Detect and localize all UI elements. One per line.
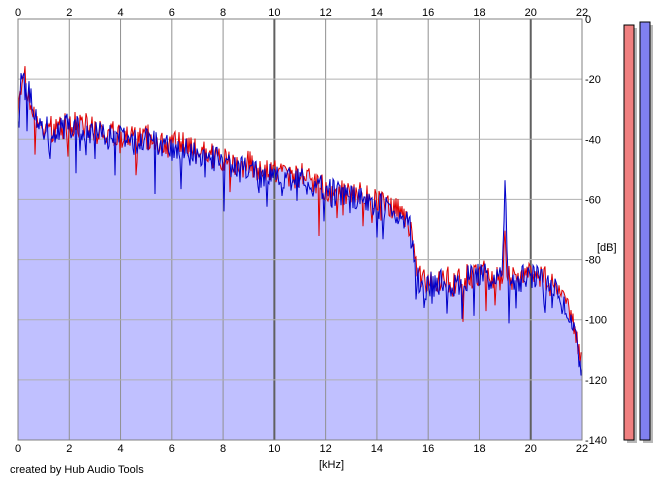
x-tick-label-bottom: 6 xyxy=(169,443,175,455)
series-line-right xyxy=(17,72,583,376)
x-tick-labels-bottom: 0 2 4 6 8 10 12 14 16 18 20 22 xyxy=(15,443,588,455)
footer-credit: created by Hub Audio Tools xyxy=(10,464,144,476)
y-tick-label: -80 xyxy=(585,255,601,267)
x-tick-label-top: 16 xyxy=(422,7,434,19)
y-tick-label: 0 xyxy=(585,14,591,26)
x-tick-label-bottom: 22 xyxy=(576,443,588,455)
x-tick-label-top: 22 xyxy=(576,7,588,19)
y-tick-labels: 0 -20 -40 -60 -80 -100 -120 -140 xyxy=(585,14,607,447)
x-tick-label-top: 20 xyxy=(525,7,537,19)
x-tick-label-bottom: 12 xyxy=(320,443,332,455)
y-tick-label: -20 xyxy=(585,74,601,86)
level-meter-bar xyxy=(623,24,635,441)
y-tick-label: -120 xyxy=(585,375,607,387)
spectrum-area-fill xyxy=(18,66,582,440)
y-axis-label: [dB] xyxy=(597,242,617,254)
level-meter-bar xyxy=(639,21,651,441)
level-meters xyxy=(623,21,653,444)
x-tick-label-top: 8 xyxy=(220,7,226,19)
x-tick-label-bottom: 2 xyxy=(66,443,72,455)
x-tick-label-top: 18 xyxy=(473,7,485,19)
x-tick-label-top: 12 xyxy=(320,7,332,19)
x-axis-label: [kHz] xyxy=(319,459,344,471)
y-tick-label: -40 xyxy=(585,134,601,146)
x-tick-label-bottom: 4 xyxy=(117,443,123,455)
x-tick-labels-top: 0 2 4 6 8 10 12 14 16 18 20 22 xyxy=(15,7,588,19)
x-tick-label-top: 2 xyxy=(66,7,72,19)
x-tick-label-bottom: 18 xyxy=(473,443,485,455)
grid-lines xyxy=(18,19,582,440)
x-tick-label-bottom: 20 xyxy=(525,443,537,455)
x-tick-label-top: 4 xyxy=(117,7,123,19)
x-tick-label-bottom: 8 xyxy=(220,443,226,455)
x-tick-label-top: 0 xyxy=(15,7,21,19)
x-tick-label-top: 6 xyxy=(169,7,175,19)
y-tick-label: -60 xyxy=(585,194,601,206)
plot-frame xyxy=(17,18,583,441)
x-tick-label-bottom: 16 xyxy=(422,443,434,455)
x-tick-label-bottom: 0 xyxy=(15,443,21,455)
x-tick-label-top: 14 xyxy=(371,7,383,19)
x-tick-label-bottom: 14 xyxy=(371,443,383,455)
y-tick-label: -140 xyxy=(585,435,607,447)
x-tick-label-top: 10 xyxy=(268,7,280,19)
x-tick-label-bottom: 10 xyxy=(268,443,280,455)
y-tick-label: -100 xyxy=(585,315,607,327)
